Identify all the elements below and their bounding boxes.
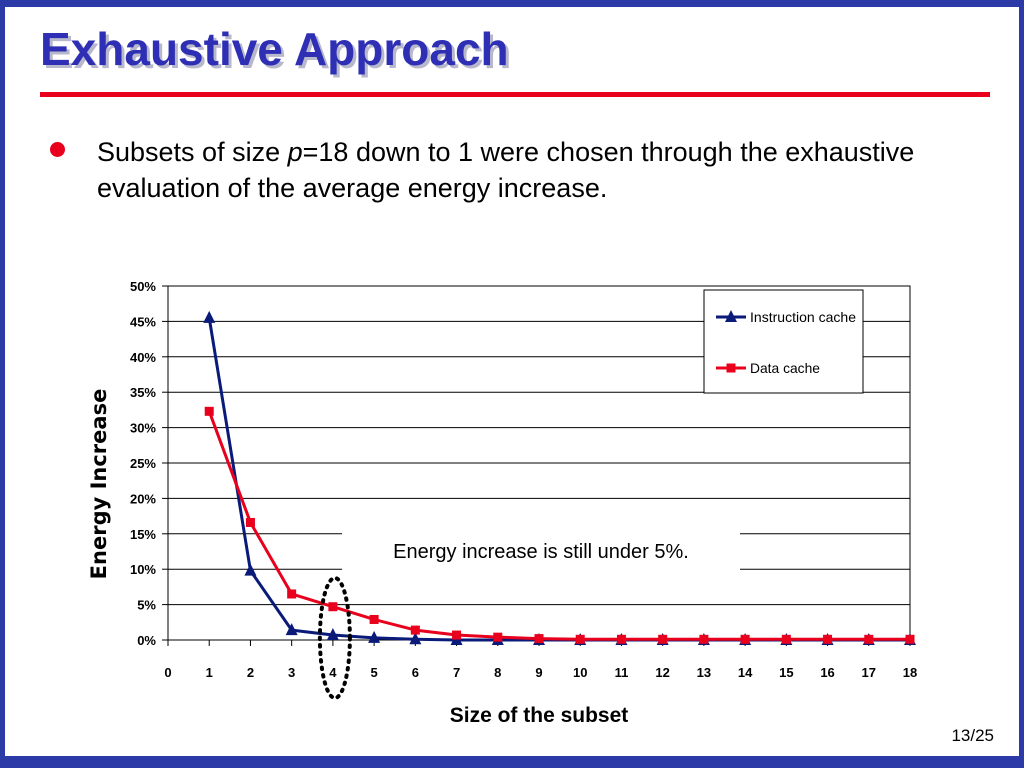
slide-title: Exhaustive Approach (40, 23, 509, 75)
title-underline (40, 92, 990, 97)
highlight-ellipse (317, 576, 352, 700)
x-tick-label: 6 (412, 665, 419, 680)
y-tick-label: 50% (130, 279, 156, 294)
x-tick-label: 7 (453, 665, 460, 680)
y-tick-label: 35% (130, 385, 156, 400)
data-point-data-cache (905, 634, 915, 644)
data-point-data-cache (658, 634, 668, 644)
bullet-text-variable: p (287, 137, 303, 167)
x-tick-label: 0 (164, 665, 171, 680)
slide-frame-right (1019, 0, 1024, 768)
data-point-instruction-cache (326, 628, 339, 641)
x-tick-label: 9 (535, 665, 542, 680)
series-line-data-cache (207, 410, 910, 641)
legend-label: Data cache (750, 360, 820, 376)
data-point-data-cache (823, 634, 833, 644)
data-point-data-cache (245, 517, 255, 527)
y-tick-label: 15% (130, 527, 156, 542)
y-axis-title: Energy Increase (87, 389, 111, 580)
data-point-data-cache (781, 634, 791, 644)
x-tick-label: 17 (862, 665, 876, 680)
data-point-data-cache (287, 589, 297, 599)
data-point-data-cache (864, 634, 874, 644)
x-tick-label: 5 (370, 665, 377, 680)
x-tick-label: 14 (738, 665, 753, 680)
data-point-data-cache (534, 634, 544, 644)
x-tick-label: 3 (288, 665, 295, 680)
y-tick-label: 10% (130, 562, 156, 577)
data-point-data-cache (740, 634, 750, 644)
bullet-text-post: =18 down to 1 were chosen through the ex… (97, 137, 915, 203)
y-tick-label: 30% (130, 421, 156, 436)
data-point-data-cache (328, 602, 338, 612)
data-point-data-cache (452, 630, 462, 640)
legend-box (703, 289, 864, 394)
y-tick-label: 45% (130, 314, 156, 329)
x-tick-label: 10 (573, 665, 587, 680)
y-tick-label: 5% (137, 598, 156, 613)
x-tick-label: 4 (329, 665, 337, 680)
data-point-data-cache (410, 625, 420, 635)
data-point-instruction-cache (368, 630, 381, 643)
legend-label: Instruction cache (750, 309, 856, 325)
x-axis-title: Size of the subset (450, 704, 629, 727)
data-point-data-cache (575, 634, 585, 644)
x-tick-label: 8 (494, 665, 501, 680)
x-tick-label: 12 (655, 665, 669, 680)
data-point-data-cache (616, 634, 626, 644)
data-point-instruction-cache (285, 623, 298, 636)
y-tick-label: 0% (137, 633, 156, 648)
x-tick-label: 15 (779, 665, 793, 680)
x-tick-label: 18 (903, 665, 917, 680)
bullet-text: Subsets of size p=18 down to 1 were chos… (97, 134, 957, 206)
x-tick-label: 11 (615, 665, 629, 680)
page-number: 13/25 (951, 726, 994, 745)
x-tick-label: 2 (247, 665, 254, 680)
data-point-instruction-cache (244, 563, 257, 576)
data-point-instruction-cache (203, 310, 216, 323)
slide-frame-top (0, 0, 1024, 7)
slide-frame-bottom (0, 756, 1024, 768)
bullet-icon (50, 142, 65, 157)
data-point-data-cache (726, 363, 736, 373)
data-point-data-cache (493, 632, 503, 642)
y-tick-label: 40% (130, 350, 156, 365)
x-tick-label: 1 (206, 665, 213, 680)
chart-annotation: Energy increase is still under 5%. (342, 532, 740, 572)
x-tick-label: 13 (697, 665, 711, 680)
x-tick-label: 16 (820, 665, 834, 680)
y-tick-label: 20% (130, 491, 156, 506)
y-tick-label: 25% (130, 456, 156, 471)
data-point-data-cache (369, 614, 379, 624)
data-point-data-cache (204, 406, 214, 416)
slide-frame-left (0, 0, 5, 768)
data-point-instruction-cache (725, 310, 737, 322)
data-point-data-cache (699, 634, 709, 644)
data-point-instruction-cache (409, 632, 422, 645)
bullet-text-pre: Subsets of size (97, 137, 288, 167)
